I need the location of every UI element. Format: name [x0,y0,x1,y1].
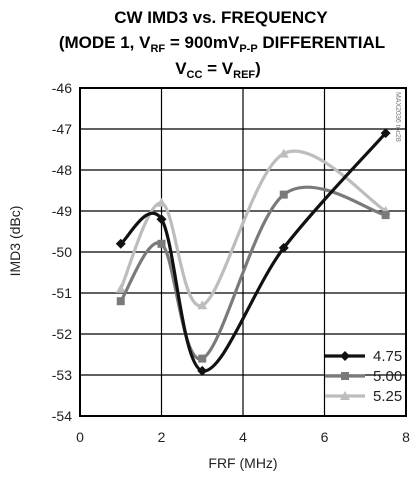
y-tick-label: -49 [52,203,72,219]
data-point [279,190,288,199]
legend-item: 5.25 [325,388,402,405]
data-point [197,365,208,376]
x-tick-label: 6 [321,429,329,445]
data-point [157,239,166,248]
data-point [115,283,126,293]
series-line [119,149,387,307]
y-tick-label: -51 [52,285,72,301]
data-point [197,300,208,310]
y-tick-label: -47 [52,121,72,137]
data-point [198,354,207,363]
data-point [380,128,391,139]
plot-frame [79,87,407,417]
y-tick-label: -53 [52,367,72,383]
legend-label: 4.75 [373,348,402,365]
series-5-00 [116,185,390,363]
y-tick-label: -46 [52,80,72,96]
series-5-25 [115,148,391,310]
data-point [116,297,125,306]
data-point [278,148,289,158]
data-point [381,211,390,220]
y-tick-label: -48 [52,162,72,178]
series-line [119,185,387,361]
x-tick-labels: 0 2 4 6 8 [76,429,410,445]
data-point [278,242,289,253]
y-axis-label: IMD3 (dBc) [7,206,23,277]
y-tick-label: -50 [52,244,72,260]
legend-marker [341,372,349,380]
y-tick-label: -54 [52,408,72,424]
legend-item: 4.75 [325,348,402,365]
data-point [156,197,167,207]
data-point [115,238,126,249]
chart-title-line1: CW IMD3 vs. FREQUENCY [114,8,328,27]
chart-title-line3: VCC = VREF) [175,59,261,81]
legend-marker [340,391,350,400]
watermark-text: MAX2036 toc28 [394,92,401,142]
legend-label: 5.25 [373,388,402,405]
data-point [156,214,167,225]
x-tick-label: 8 [402,429,410,445]
x-tick-label: 2 [158,429,166,445]
legend-label: 5.00 [373,368,402,385]
x-tick-label: 0 [76,429,84,445]
legend-item: 5.00 [325,368,402,385]
series-4-75 [115,128,391,376]
chart-title-line2: (MODE 1, VRF = 900mVP-P DIFFERENTIAL [59,33,385,55]
y-tick-labels: -46 -47 -48 -49 -50 -51 -52 -53 -54 [52,80,72,424]
y-tick-label: -52 [52,326,72,342]
legend-marker [340,351,350,361]
x-tick-label: 4 [239,429,247,445]
chart-legend: 4.75 5.00 5.25 [325,348,402,405]
x-axis-label: FRF (MHz) [208,455,277,471]
plot-grid [79,87,407,417]
data-series [115,128,391,376]
